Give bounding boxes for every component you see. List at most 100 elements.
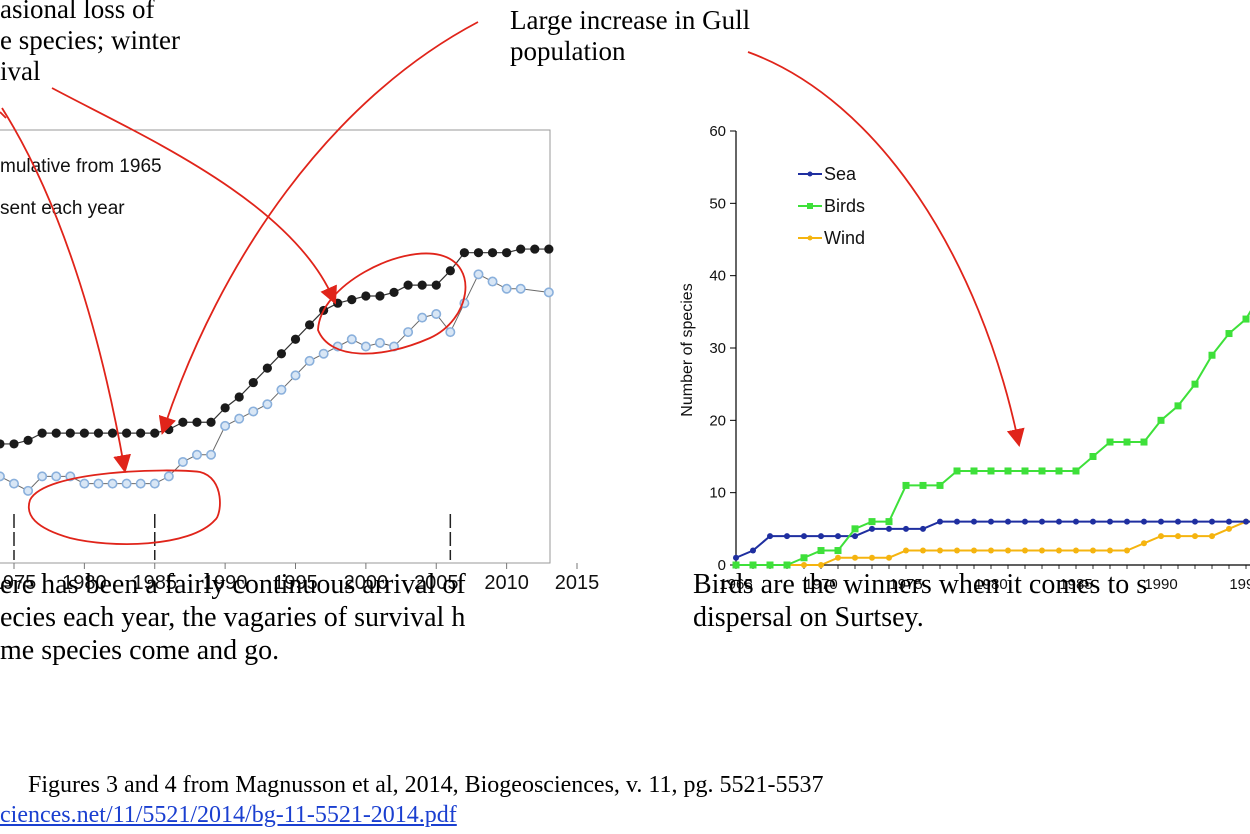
point-birds <box>1072 467 1080 475</box>
caption-left-line-3: me species come and go. <box>0 635 280 666</box>
point-wind <box>971 547 977 554</box>
point-birds <box>1174 402 1182 410</box>
point-present <box>417 312 428 323</box>
point-birds <box>1191 380 1199 388</box>
point-birds <box>851 525 859 533</box>
point-wind <box>1022 547 1028 554</box>
point-sea <box>1192 518 1198 525</box>
point-wind <box>903 547 909 554</box>
point-present <box>9 478 19 489</box>
caption-right-line-2: dispersal on Surtsey. <box>693 602 924 633</box>
point-wind <box>1056 547 1062 554</box>
point-sea <box>1039 518 1045 525</box>
point-wind <box>1158 533 1164 540</box>
point-cumulative <box>304 320 315 330</box>
legend-marker-wind <box>807 235 813 241</box>
point-birds <box>783 561 791 569</box>
point-sea <box>886 525 892 532</box>
legend-label-cumulative: mulative from 1965 <box>0 156 162 177</box>
point-present <box>135 478 146 489</box>
point-present <box>107 478 118 489</box>
point-cumulative <box>445 266 455 276</box>
right-x-tick-label: 1990 <box>1144 576 1177 593</box>
caption-left-line-2: ecies each year, the vagaries of surviva… <box>0 602 466 633</box>
point-cumulative <box>276 349 287 359</box>
arrow-to-birds-1986 <box>747 51 1025 448</box>
point-cumulative <box>23 435 33 445</box>
point-wind <box>1209 533 1215 540</box>
annotation-overlay <box>0 21 1025 545</box>
point-wind <box>1226 525 1232 532</box>
point-present <box>149 478 160 489</box>
point-present <box>431 309 442 320</box>
point-cumulative <box>37 428 47 438</box>
point-birds <box>817 547 825 555</box>
legend-label-wind: Wind <box>824 228 865 248</box>
point-birds <box>902 481 910 489</box>
point-birds <box>1106 438 1114 446</box>
point-present <box>346 334 357 345</box>
point-sea <box>988 518 994 525</box>
point-wind <box>852 554 858 561</box>
point-present <box>360 341 371 352</box>
right-series-group <box>732 310 1250 569</box>
right-y-axis-label: Number of species <box>679 283 696 416</box>
point-birds <box>749 561 757 569</box>
point-wind <box>835 554 841 561</box>
annotation-line-2: population <box>510 36 626 66</box>
point-birds <box>970 467 978 475</box>
point-sea <box>852 533 858 540</box>
point-present <box>93 478 104 489</box>
point-present <box>23 485 34 496</box>
point-present <box>248 406 259 417</box>
point-cumulative <box>389 287 399 297</box>
point-wind <box>920 547 926 554</box>
legend-marker-sea <box>807 171 813 177</box>
annotation-line-1: asional loss of <box>0 0 155 24</box>
caption-left: ere has been a fairly continuous arrival… <box>0 568 466 667</box>
point-sea <box>1209 518 1215 525</box>
point-sea <box>1141 518 1147 525</box>
left-series-group <box>0 244 554 496</box>
point-cumulative <box>220 403 230 413</box>
point-wind <box>1039 547 1045 554</box>
left-x-tick-label: 2015 <box>555 572 600 594</box>
point-present <box>515 283 526 294</box>
series-line-birds <box>736 310 1250 566</box>
point-sea <box>733 554 739 561</box>
left-event-markers <box>13 514 452 560</box>
legend-label-sea: Sea <box>824 164 857 184</box>
right-x-tick-label: 1975 <box>889 576 922 593</box>
right-y-tick-label: 10 <box>709 485 726 502</box>
point-present <box>220 420 231 431</box>
point-sea <box>767 533 773 540</box>
point-present <box>276 384 287 395</box>
point-cumulative <box>192 417 202 427</box>
point-wind <box>801 562 807 568</box>
point-cumulative <box>0 439 5 449</box>
point-wind <box>1192 533 1198 540</box>
right-x-tick-label: 1970 <box>804 576 837 593</box>
point-present <box>487 276 498 287</box>
caption-right-line-1: Birds are the winners when it comes to s <box>693 569 1148 600</box>
right-y-tick-label: 20 <box>709 412 726 429</box>
point-cumulative <box>333 298 343 308</box>
point-birds <box>1208 351 1216 359</box>
left-plot-frame <box>0 129 551 564</box>
citation-text: Figures 3 and 4 from Magnusson et al, 20… <box>28 772 824 798</box>
point-present <box>304 355 315 366</box>
point-birds <box>1242 315 1250 323</box>
arrow-to-low-period <box>1 107 131 474</box>
point-cumulative <box>234 392 244 402</box>
point-sea <box>1073 518 1079 525</box>
citation-link[interactable]: ciences.net/11/5521/2014/bg-11-5521-2014… <box>0 802 457 828</box>
point-present <box>121 478 132 489</box>
point-cumulative <box>473 248 484 258</box>
left-x-tick-label: 1985 <box>133 572 178 594</box>
point-present <box>543 287 554 298</box>
point-sea <box>1243 518 1249 525</box>
point-cumulative <box>544 244 554 254</box>
left-x-axis: 1975 1980 1985 1990 1995 2000 2005 2010 2015 <box>0 563 599 594</box>
right-x-tick-label: 1995 <box>1229 576 1250 593</box>
